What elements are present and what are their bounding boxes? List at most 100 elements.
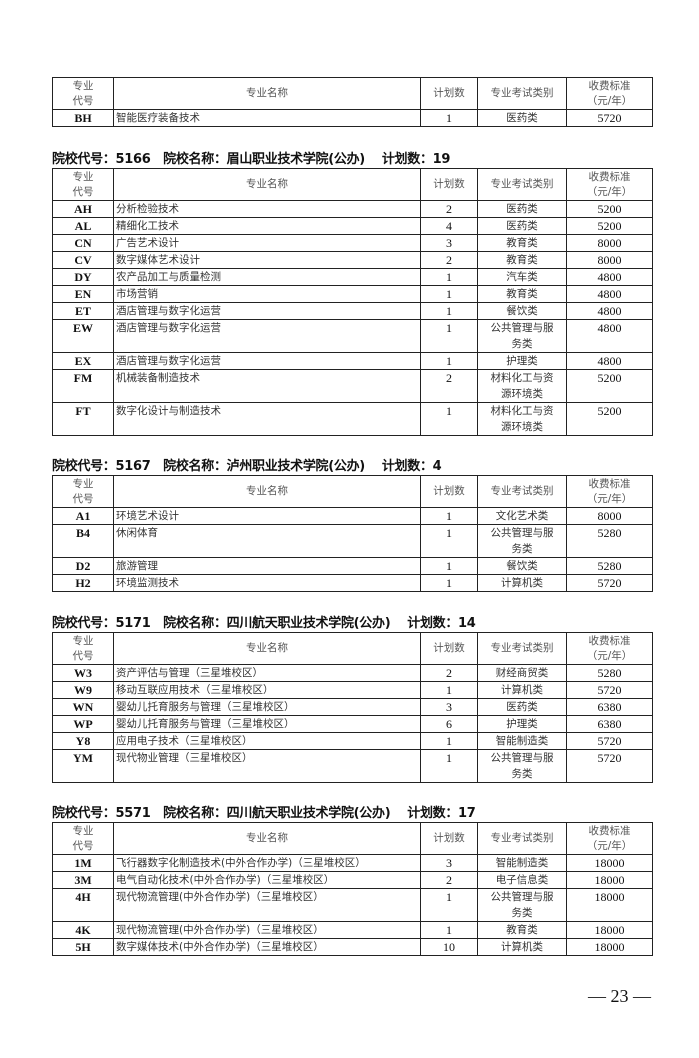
cell-fee: 5200: [566, 369, 653, 403]
cell-category: 护理类: [477, 715, 567, 733]
column-header-category: 专业考试类别: [477, 475, 567, 508]
cell-fee: 8000: [566, 507, 653, 525]
cell-plan: 4: [420, 217, 478, 235]
cell-category: 医药类: [477, 200, 567, 218]
cell-category: 教育类: [477, 285, 567, 303]
cell-code: EN: [52, 285, 114, 303]
cell-category: 护理类: [477, 352, 567, 370]
cell-code: EW: [52, 319, 114, 353]
table-row: 4H 现代物流管理(中外合作办学)（三星堆校区） 1 公共管理与服 务类 18000: [52, 888, 653, 922]
cell-fee: 4800: [566, 268, 653, 286]
cell-code: DY: [52, 268, 114, 286]
cell-category: 教育类: [477, 251, 567, 269]
cell-fee: 4800: [566, 319, 653, 353]
cell-fee: 5720: [566, 681, 653, 699]
cell-name: 数字媒体艺术设计: [113, 251, 421, 269]
table-row: H2 环境监测技术 1 计算机类 5720: [52, 574, 653, 592]
cell-name: 婴幼儿托育服务与管理（三星堆校区）: [113, 698, 421, 716]
cell-name: 休闲体育: [113, 524, 421, 558]
cell-code: W9: [52, 681, 114, 699]
cell-name: 环境艺术设计: [113, 507, 421, 525]
cell-plan: 3: [420, 698, 478, 716]
cell-code: 5H: [52, 938, 114, 956]
cell-code: WN: [52, 698, 114, 716]
cell-code: A1: [52, 507, 114, 525]
cell-category: 公共管理与服 务类: [477, 888, 567, 922]
cell-name: 分析检验技术: [113, 200, 421, 218]
cell-plan: 2: [420, 369, 478, 403]
cell-name: 飞行器数字化制造技术(中外合作办学)（三星堆校区）: [113, 854, 421, 872]
column-header-fee: 收费标准 （元/年）: [566, 475, 653, 508]
cell-fee: 8000: [566, 234, 653, 252]
cell-category: 医药类: [477, 109, 567, 127]
header-row: 专业 代号 专业名称 计划数 专业考试类别 收费标准 （元/年）: [52, 632, 653, 665]
table-row: AL 精细化工技术 4 医药类 5200: [52, 217, 653, 235]
cell-name: 应用电子技术（三星堆校区）: [113, 732, 421, 750]
column-header-name: 专业名称: [113, 822, 421, 855]
cell-code: YM: [52, 749, 114, 783]
table-row: CV 数字媒体艺术设计 2 教育类 8000: [52, 251, 653, 269]
table-row: BH 智能医疗装备技术 1 医药类 5720: [52, 109, 653, 127]
column-header-plan: 计划数: [420, 632, 478, 665]
cell-code: EX: [52, 352, 114, 370]
cell-fee: 18000: [566, 888, 653, 922]
cell-code: AH: [52, 200, 114, 218]
column-header-name: 专业名称: [113, 632, 421, 665]
cell-fee: 5720: [566, 749, 653, 783]
cell-name: 机械装备制造技术: [113, 369, 421, 403]
cell-name: 移动互联应用技术（三星堆校区）: [113, 681, 421, 699]
cell-plan: 1: [420, 732, 478, 750]
column-header-name: 专业名称: [113, 77, 421, 110]
cell-category: 教育类: [477, 234, 567, 252]
table-row: W9 移动互联应用技术（三星堆校区） 1 计算机类 5720: [52, 681, 653, 699]
cell-code: FM: [52, 369, 114, 403]
cell-name: 现代物流管理(中外合作办学)（三星堆校区）: [113, 888, 421, 922]
cell-fee: 5280: [566, 524, 653, 558]
column-header-code: 专业 代号: [52, 168, 114, 201]
cell-fee: 5200: [566, 217, 653, 235]
table-row: WN 婴幼儿托育服务与管理（三星堆校区） 3 医药类 6380: [52, 698, 653, 716]
cell-code: W3: [52, 664, 114, 682]
column-header-code: 专业 代号: [52, 475, 114, 508]
cell-category: 餐饮类: [477, 302, 567, 320]
table-row: D2 旅游管理 1 餐饮类 5280: [52, 557, 653, 575]
cell-plan: 3: [420, 234, 478, 252]
cell-name: 精细化工技术: [113, 217, 421, 235]
table-row: 4K 现代物流管理(中外合作办学)（三星堆校区） 1 教育类 18000: [52, 921, 653, 939]
cell-name: 智能医疗装备技术: [113, 109, 421, 127]
cell-plan: 6: [420, 715, 478, 733]
table-row: YM 现代物业管理（三星堆校区） 1 公共管理与服 务类 5720: [52, 749, 653, 783]
cell-name: 市场营销: [113, 285, 421, 303]
cell-name: 环境监测技术: [113, 574, 421, 592]
cell-plan: 2: [420, 664, 478, 682]
cell-fee: 5200: [566, 200, 653, 218]
table-row: 3M 电气自动化技术(中外合作办学)（三星堆校区） 2 电子信息类 18000: [52, 871, 653, 889]
cell-name: 现代物业管理（三星堆校区）: [113, 749, 421, 783]
header-row: 专业 代号 专业名称 计划数 专业考试类别 收费标准 （元/年）: [52, 475, 653, 508]
cell-category: 材料化工与资 源环境类: [477, 369, 567, 403]
cell-category: 医药类: [477, 698, 567, 716]
cell-category: 汽车类: [477, 268, 567, 286]
cell-name: 现代物流管理(中外合作办学)（三星堆校区）: [113, 921, 421, 939]
cell-code: BH: [52, 109, 114, 127]
cell-plan: 2: [420, 251, 478, 269]
table-row: AH 分析检验技术 2 医药类 5200: [52, 200, 653, 218]
column-header-fee: 收费标准 （元/年）: [566, 168, 653, 201]
cell-fee: 5280: [566, 557, 653, 575]
table-row: EW 酒店管理与数字化运营 1 公共管理与服 务类 4800: [52, 319, 653, 353]
table-row: DY 农产品加工与质量检测 1 汽车类 4800: [52, 268, 653, 286]
cell-name: 资产评估与管理（三星堆校区）: [113, 664, 421, 682]
enrollment-table: 专业 代号 专业名称 计划数 专业考试类别 收费标准 （元/年） BH 智能医疗装备技术 1 医药类…: [52, 77, 653, 127]
cell-name: 酒店管理与数字化运营: [113, 302, 421, 320]
column-header-category: 专业考试类别: [477, 168, 567, 201]
cell-plan: 1: [420, 302, 478, 320]
column-header-plan: 计划数: [420, 475, 478, 508]
column-header-plan: 计划数: [420, 77, 478, 110]
header-row: 专业 代号 专业名称 计划数 专业考试类别 收费标准 （元/年）: [52, 168, 653, 201]
cell-fee: 4800: [566, 352, 653, 370]
cell-category: 计算机类: [477, 574, 567, 592]
cell-name: 农产品加工与质量检测: [113, 268, 421, 286]
cell-fee: 18000: [566, 854, 653, 872]
cell-fee: 6380: [566, 698, 653, 716]
enrollment-table: 专业 代号 专业名称 计划数 专业考试类别 收费标准 （元/年） A1 环境艺术设计 1 文化艺术类…: [52, 475, 653, 592]
